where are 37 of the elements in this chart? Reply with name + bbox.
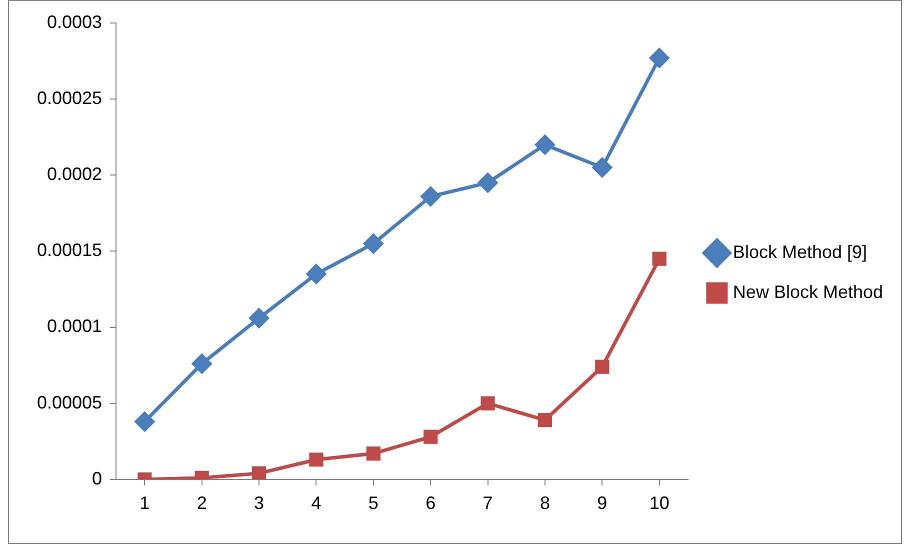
x-tick-label: 1 bbox=[140, 493, 150, 514]
x-tick-label: 8 bbox=[540, 493, 550, 514]
y-tick-label: 0.00005 bbox=[36, 392, 102, 412]
point bbox=[309, 452, 324, 467]
point bbox=[592, 158, 612, 178]
x-tick-label: 4 bbox=[311, 493, 322, 514]
y-tick-label: 0.0003 bbox=[47, 12, 102, 32]
x-tick-label: 2 bbox=[196, 493, 207, 514]
legend-label: New Block Method bbox=[732, 282, 884, 302]
point bbox=[538, 413, 552, 428]
y-tick-label: 0.00015 bbox=[36, 240, 102, 260]
point bbox=[134, 412, 154, 432]
point bbox=[595, 360, 610, 374]
point bbox=[306, 264, 326, 284]
x-tick-label: 5 bbox=[368, 493, 378, 514]
x-tick-label: 6 bbox=[426, 493, 436, 514]
legend-label: Block Method [9] bbox=[732, 242, 868, 262]
point bbox=[652, 252, 666, 266]
point bbox=[192, 354, 212, 374]
point bbox=[424, 430, 438, 444]
point bbox=[366, 446, 380, 461]
point bbox=[480, 396, 495, 410]
point bbox=[535, 134, 555, 154]
y-tick-label: 0.0001 bbox=[47, 316, 102, 336]
point bbox=[364, 234, 384, 254]
y-tick-label: 0 bbox=[92, 468, 102, 488]
y-tick-label: 0.00025 bbox=[36, 88, 102, 108]
x-tick-label: 9 bbox=[597, 493, 608, 514]
point bbox=[478, 172, 498, 192]
point bbox=[252, 466, 266, 480]
x-tick-label: 7 bbox=[482, 493, 493, 514]
x-tick-label: 10 bbox=[649, 493, 670, 514]
x-tick-label: 3 bbox=[254, 493, 264, 514]
point bbox=[249, 308, 269, 328]
point bbox=[420, 186, 440, 206]
point bbox=[650, 48, 670, 68]
y-tick-label: 0.0002 bbox=[47, 164, 102, 184]
